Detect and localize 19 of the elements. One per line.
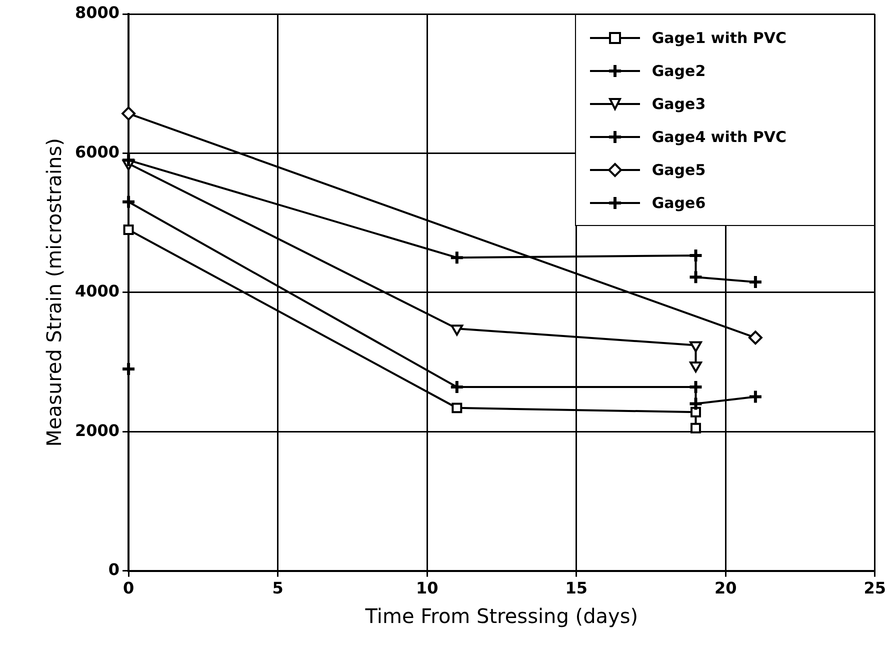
legend-label: Gage1 with PVC [652,28,787,46]
x-tick-label: 25 [864,578,886,598]
x-tick-label: 5 [272,578,284,598]
legend-label: Gage6 [652,194,706,212]
y-tick-label: 0 [108,560,120,579]
y-tick-label: 4000 [75,282,120,301]
y-tick-label: 2000 [75,420,120,440]
legend-label: Gage3 [652,94,706,112]
x-tick-label: 20 [714,578,737,598]
x-tick-label: 0 [122,578,134,598]
x-axis-title: Time From Stressing (days) [364,604,638,628]
y-tick-label: 8000 [75,3,120,22]
legend-label: Gage5 [652,160,706,178]
legend-label: Gage2 [652,62,706,80]
x-tick-label: 10 [416,578,438,598]
legend-label: Gage4 with PVC [652,128,787,146]
x-tick-label: 15 [565,578,588,598]
y-axis-title: Measured Strain (microstrains) [42,138,66,447]
y-tick-label: 6000 [75,142,120,162]
